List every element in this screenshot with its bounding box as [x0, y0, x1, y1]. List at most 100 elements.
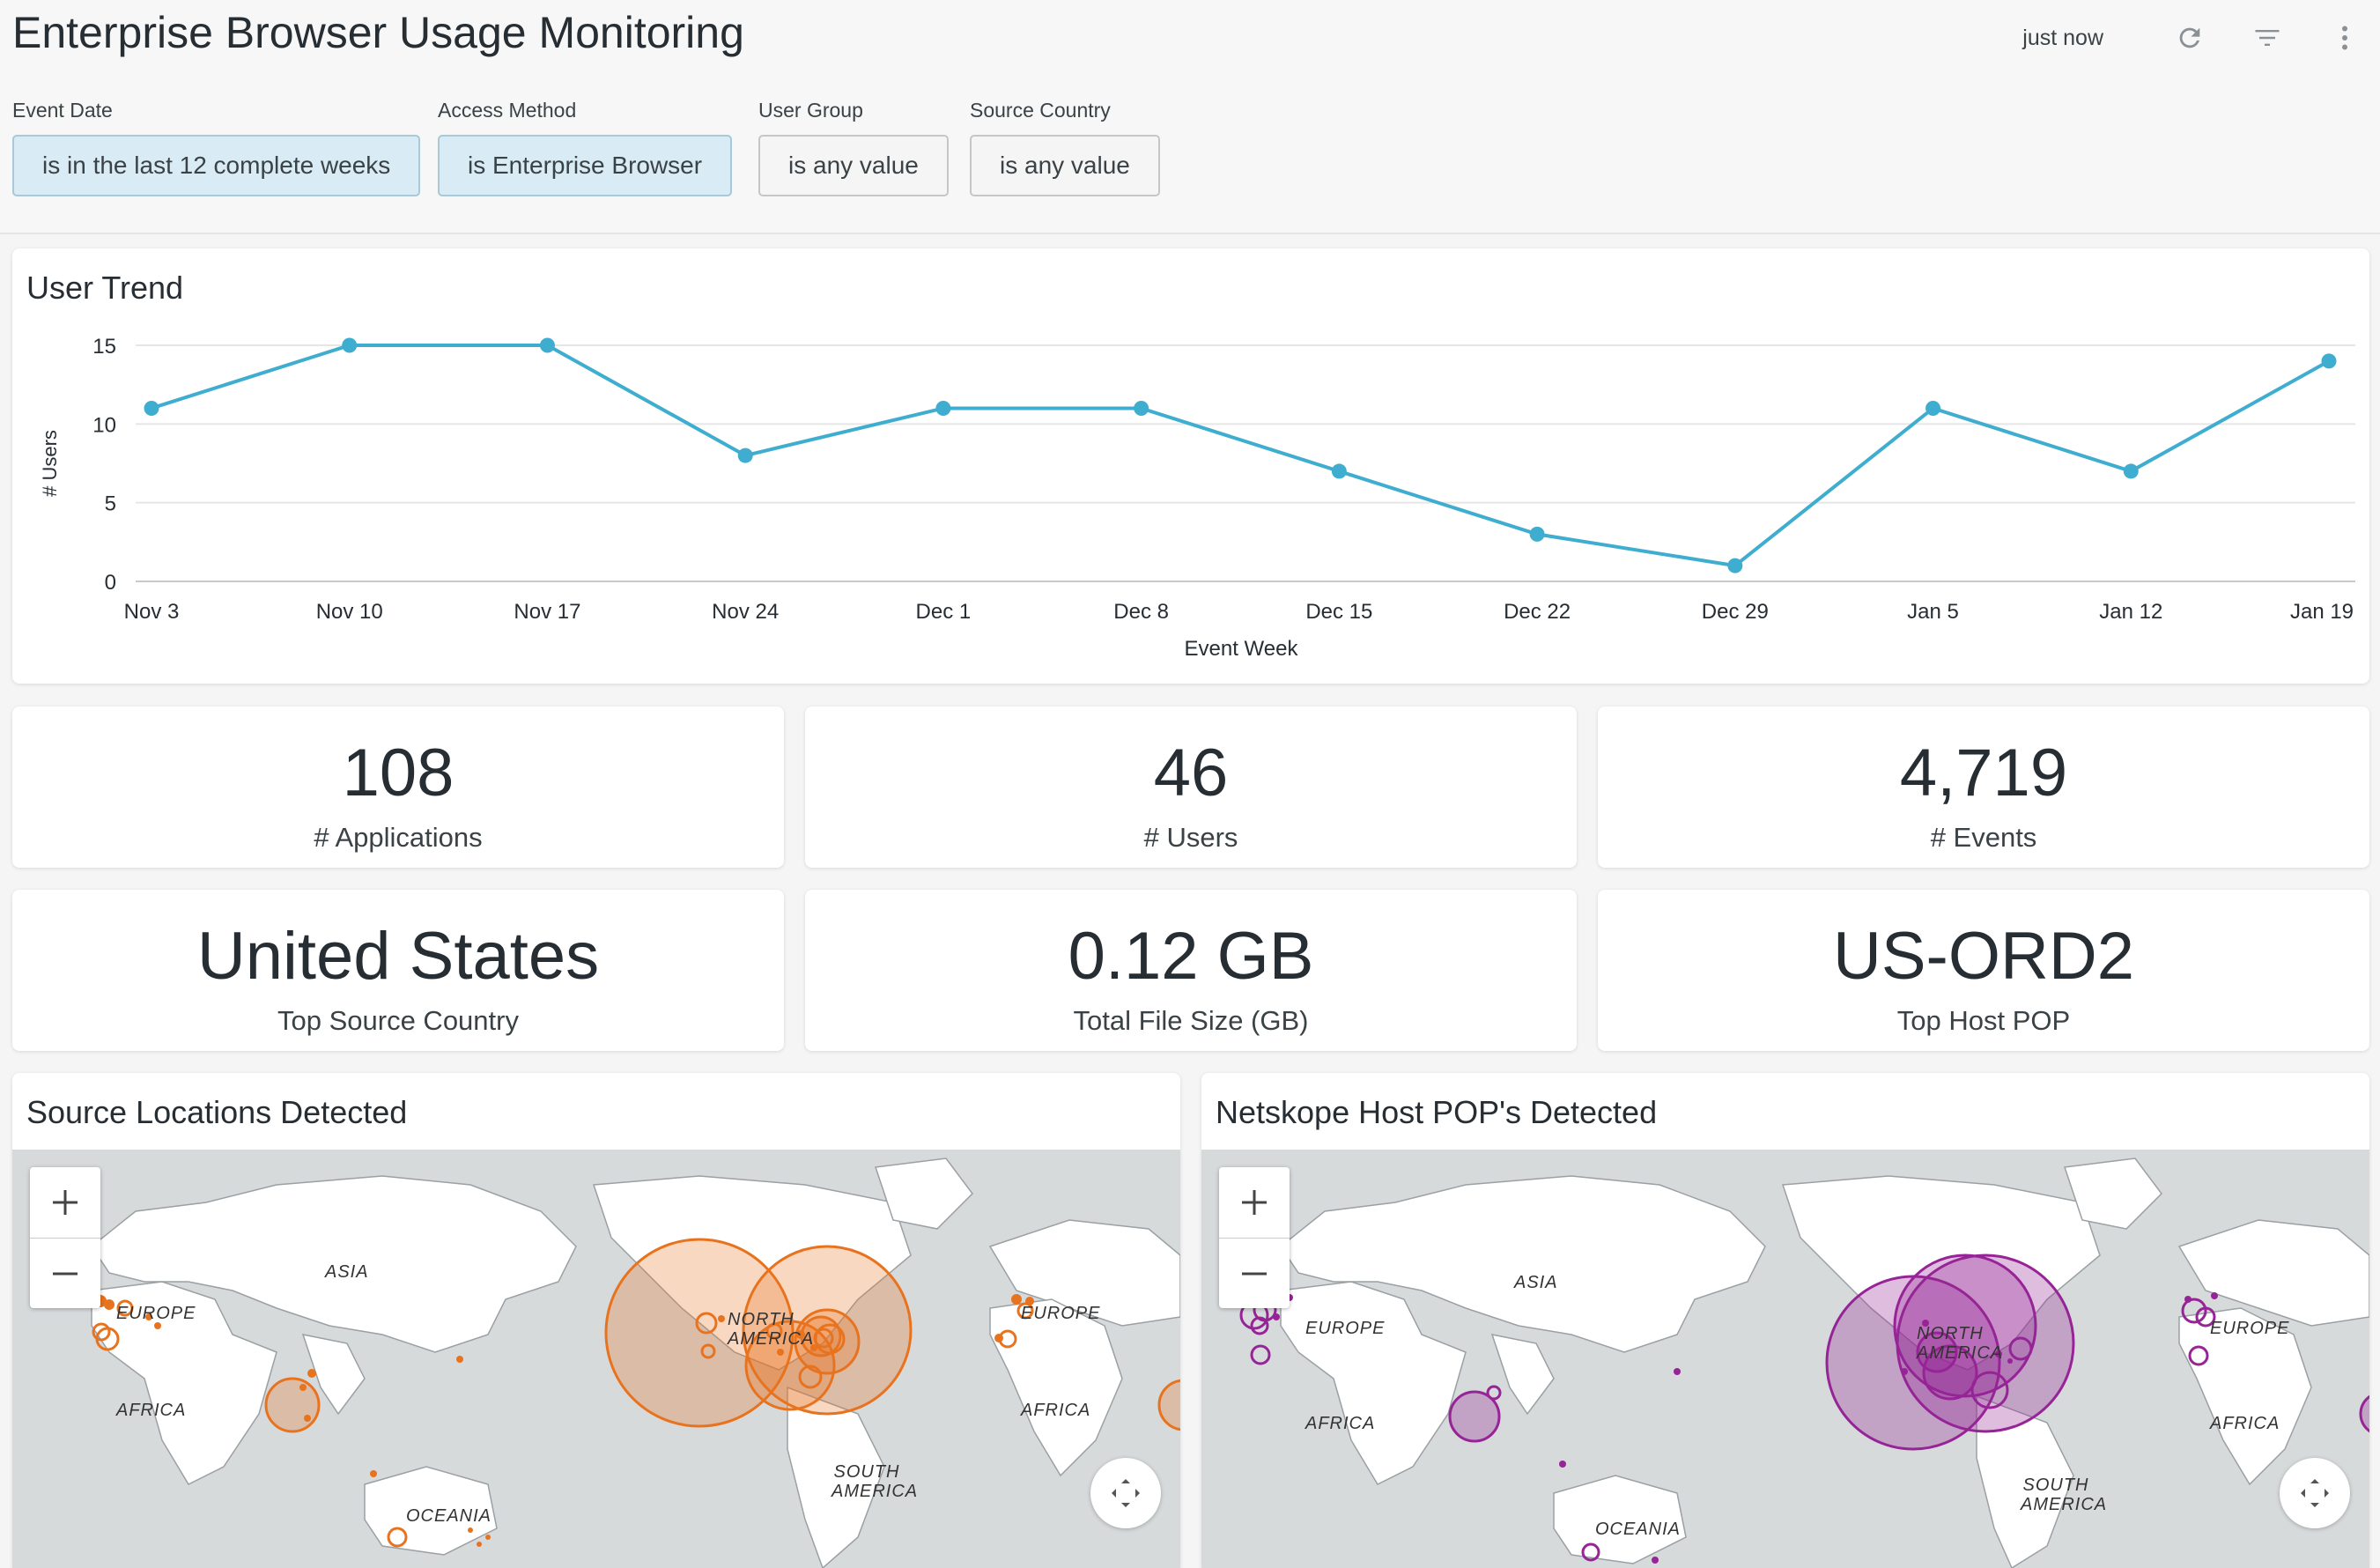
map-label-asia: ASIA	[325, 1262, 369, 1282]
host-pop-map[interactable]: ASIA EUROPE AFRICA NORTH AMERICA SOUTH A…	[1201, 1150, 2369, 1568]
kpi-label: # Users	[1143, 822, 1238, 853]
filter-event-date: Event Date is in the last 12 complete we…	[12, 99, 421, 196]
kpi-value: United States	[196, 919, 600, 994]
zoom-controls	[1219, 1167, 1290, 1308]
filter-event-date-value[interactable]: is in the last 12 complete weeks	[12, 135, 421, 196]
map-label-europe: EUROPE	[2210, 1319, 2290, 1338]
last-updated-text: just now	[2022, 25, 2103, 50]
map-label-asia: ASIA	[1514, 1273, 1558, 1292]
filter-label: User Group	[758, 99, 863, 122]
expand-icon	[2301, 1479, 2329, 1507]
refresh-icon[interactable]	[2172, 20, 2207, 55]
minus-icon	[53, 1272, 78, 1275]
x-tick-label: Dec 1	[916, 600, 972, 624]
zoom-out-button[interactable]	[30, 1238, 100, 1308]
kpi-events: 4,719 # Events	[1598, 706, 2369, 868]
data-point	[935, 400, 951, 416]
kpi-top-source-country: United States Top Source Country	[12, 890, 784, 1051]
map-label-europe: EUROPE	[1305, 1319, 1386, 1338]
kpi-value: 108	[342, 736, 455, 810]
x-tick-label: Dec 22	[1504, 600, 1571, 624]
data-point	[342, 337, 358, 353]
filter-label: Access Method	[438, 99, 577, 122]
tile-title: User Trend	[26, 270, 184, 306]
map-label-oceania: OCEANIA	[406, 1506, 492, 1526]
user-trend-tile: User Trend 0 5 10 15 Nov 3 Nov 10 Nov 17 Nov 24…	[12, 248, 2369, 684]
zoom-in-button[interactable]	[30, 1167, 100, 1238]
kpi-label: Top Host POP	[1896, 1005, 2071, 1036]
plus-icon	[53, 1190, 78, 1215]
kpi-value: 4,719	[1899, 736, 2068, 810]
dashboard-header: Enterprise Browser Usage Monitoring just…	[0, 0, 2380, 234]
x-tick-label: Nov 17	[514, 600, 580, 624]
kpi-value: US-ORD2	[1832, 919, 2135, 994]
kpi-label: # Applications	[314, 822, 483, 853]
kpi-top-host-pop: US-ORD2 Top Host POP	[1598, 890, 2369, 1051]
x-tick-label: Jan 19	[2290, 600, 2354, 624]
y-axis-label: # Users	[39, 430, 61, 497]
tile-title: Netskope Host POP's Detected	[1216, 1094, 1658, 1130]
x-tick-label: Dec 8	[1113, 600, 1169, 624]
data-point	[737, 447, 753, 463]
filter-access-method: Access Method is Enterprise Browser	[438, 99, 733, 196]
kpi-label: Total File Size (GB)	[1073, 1005, 1309, 1036]
x-axis-label: Event Week	[1185, 637, 1299, 661]
source-locations-map[interactable]: ASIA EUROPE AFRICA NORTH AMERICA SOUTH A…	[12, 1150, 1180, 1568]
x-tick-label: Nov 24	[712, 600, 779, 624]
map-label-africa: AFRICA	[116, 1401, 187, 1420]
map-label-africa: AFRICA	[1305, 1414, 1376, 1433]
map-label-europe: EUROPE	[116, 1304, 196, 1323]
zoom-controls	[30, 1167, 100, 1308]
filter-access-method-value[interactable]: is Enterprise Browser	[438, 135, 733, 196]
kpi-users: 46 # Users	[805, 706, 1577, 868]
x-tick-label: Dec 29	[1702, 600, 1769, 624]
kpi-label: # Events	[1930, 822, 2037, 853]
tile-title: Source Locations Detected	[26, 1094, 408, 1130]
filter-source-country-value[interactable]: is any value	[970, 135, 1160, 196]
y-tick-label: 5	[105, 492, 116, 516]
plus-icon	[1242, 1190, 1267, 1215]
zoom-in-button[interactable]	[1219, 1167, 1290, 1238]
y-tick-label: 0	[105, 571, 116, 595]
y-tick-label: 10	[92, 413, 116, 437]
fullscreen-button[interactable]	[2280, 1458, 2350, 1528]
data-point	[2123, 463, 2139, 479]
fullscreen-button[interactable]	[1090, 1458, 1161, 1528]
more-vertical-icon[interactable]	[2327, 20, 2362, 55]
data-point	[2321, 353, 2337, 369]
expand-icon	[1112, 1479, 1140, 1507]
kpi-applications: 108 # Applications	[12, 706, 784, 868]
filter-user-group-value[interactable]: is any value	[758, 135, 949, 196]
map-label-north-america: NORTH AMERICA	[1917, 1324, 2004, 1363]
x-tick-label: Jan 12	[2099, 600, 2162, 624]
filter-source-country: Source Country is any value	[970, 99, 1160, 196]
data-point	[1727, 558, 1743, 573]
data-point	[539, 337, 555, 353]
y-tick-label: 15	[92, 335, 116, 359]
kpi-value: 0.12 GB	[1068, 919, 1314, 994]
kpi-value: 46	[1153, 736, 1229, 810]
data-point	[144, 400, 159, 416]
data-point	[1529, 526, 1545, 542]
map-label-south-america: SOUTH AMERICA	[832, 1462, 919, 1501]
header-actions: just now	[2022, 16, 2362, 60]
kpi-total-file-size: 0.12 GB Total File Size (GB)	[805, 890, 1577, 1051]
x-tick-label: Dec 15	[1305, 600, 1372, 624]
zoom-out-button[interactable]	[1219, 1238, 1290, 1308]
data-point	[1925, 400, 1941, 416]
world-map-graphic	[89, 1158, 1180, 1568]
series-line	[151, 344, 2330, 568]
x-tick-label: Jan 5	[1907, 600, 1959, 624]
filter-icon[interactable]	[2250, 20, 2285, 55]
host-pop-tile: Netskope Host POP's Detected	[1201, 1073, 2369, 1568]
map-label-north-america: NORTH AMERICA	[728, 1310, 815, 1349]
map-label-europe: EUROPE	[1021, 1304, 1101, 1323]
map-label-africa: AFRICA	[2210, 1414, 2280, 1433]
filter-label: Source Country	[970, 99, 1111, 122]
data-point	[1331, 463, 1347, 479]
minus-icon	[1242, 1272, 1267, 1275]
map-label-oceania: OCEANIA	[1595, 1520, 1682, 1539]
map-label-africa: AFRICA	[1021, 1401, 1091, 1420]
x-tick-label: Nov 10	[316, 600, 383, 624]
user-trend-chart: 0 5 10 15 Nov 3 Nov 10 Nov 17 Nov 24 Dec 1 Dec 8 D…	[39, 335, 2355, 661]
